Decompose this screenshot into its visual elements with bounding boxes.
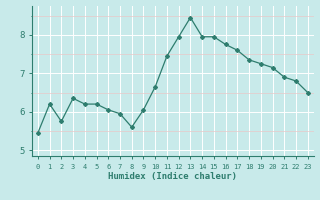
X-axis label: Humidex (Indice chaleur): Humidex (Indice chaleur)	[108, 172, 237, 181]
